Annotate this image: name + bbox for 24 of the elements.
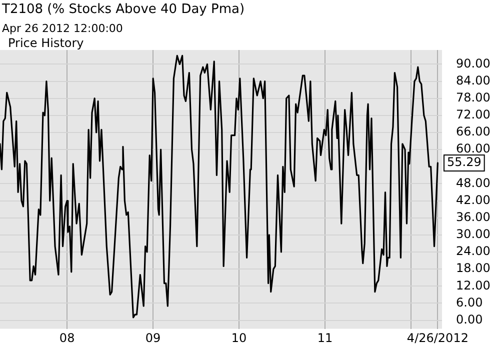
x-tick-label: 09 (145, 331, 161, 346)
y-tick-label: 12.00 (456, 278, 490, 292)
x-tick-label: 11 (317, 331, 333, 346)
y-tick-label: 72.00 (456, 108, 490, 122)
y-tick-label: 24.00 (456, 244, 490, 258)
x-tick-label: 08 (59, 331, 75, 346)
y-tick-label: 84.00 (456, 73, 490, 88)
text: Price History (8, 36, 84, 50)
y-tick-label: 6.00 (456, 295, 483, 310)
y-tick-label: 42.00 (456, 192, 490, 207)
y-tick-label: 0.00 (456, 312, 483, 326)
y-tick-label: 60.00 (456, 142, 490, 156)
y-tick-label: 66.00 (456, 124, 490, 139)
y-tick-label: 30.00 (456, 227, 490, 242)
y-tick-label: 36.00 (456, 210, 490, 224)
x-tick-label: 10 (231, 331, 247, 346)
x-tick-label: 4/26/2012 (406, 331, 468, 346)
y-tick-label: 18.00 (456, 261, 490, 276)
y-tick-label: 48.00 (456, 176, 490, 190)
y-tick-label: 78.00 (456, 90, 490, 104)
chart-title: T2108 (% Stocks Above 40 Day Pma) (2, 2, 245, 17)
chart-subtitle: Apr 26 2012 12:00:00 (2, 22, 123, 35)
y-tick-label: 90.00 (456, 56, 490, 70)
data-label: 55.29 (447, 155, 482, 170)
